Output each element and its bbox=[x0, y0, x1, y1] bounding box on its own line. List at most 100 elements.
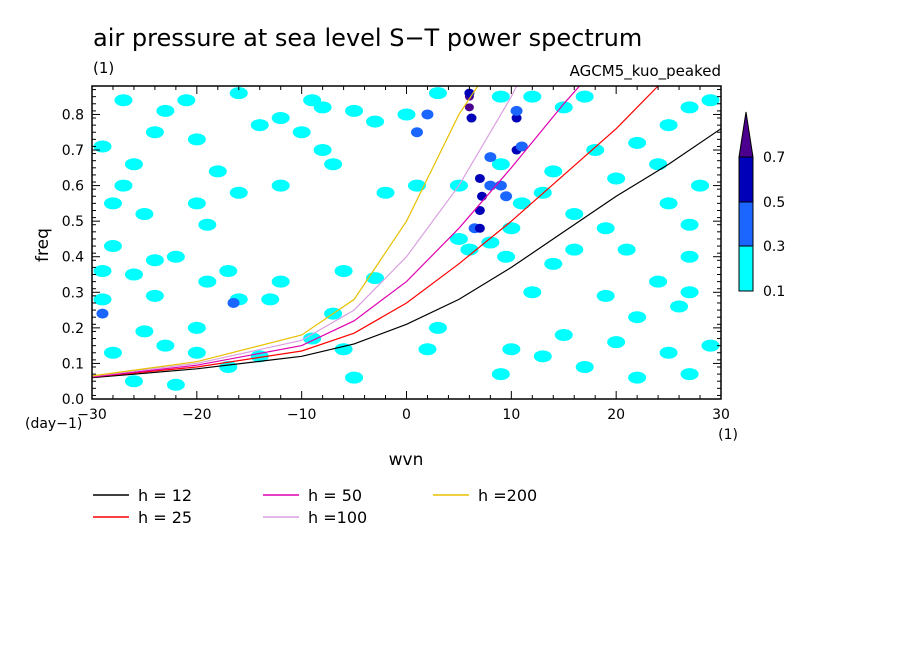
model-label: AGCM5_kuo_peaked bbox=[570, 62, 721, 81]
contour-blob bbox=[96, 308, 109, 319]
x-tick-label: −30 bbox=[77, 407, 107, 423]
contour-blob bbox=[114, 179, 133, 192]
contour-blob bbox=[145, 254, 164, 267]
contour-blob bbox=[500, 191, 513, 202]
y-tick-label: 0.7 bbox=[62, 143, 84, 159]
y-unit-label: (day−1) bbox=[25, 416, 82, 432]
contour-blob bbox=[229, 186, 248, 199]
contour-blob bbox=[533, 350, 552, 363]
series-line bbox=[92, 128, 721, 379]
colorbar-arrow bbox=[738, 111, 754, 158]
contour-blob bbox=[628, 311, 647, 324]
x-tick-label: 20 bbox=[607, 407, 625, 423]
contour-blob bbox=[491, 368, 510, 381]
series-line bbox=[92, 86, 580, 378]
contour-blob bbox=[691, 179, 710, 192]
contour-blob bbox=[607, 172, 626, 185]
contour-blob bbox=[554, 328, 573, 341]
contour-blob bbox=[449, 232, 468, 245]
contour-blob bbox=[474, 173, 485, 183]
contour-blob bbox=[187, 346, 206, 359]
contour-blob bbox=[484, 180, 497, 191]
series-line bbox=[92, 86, 518, 377]
contour-blob bbox=[334, 343, 353, 356]
series-layer bbox=[92, 86, 721, 379]
x-tick-label: 30 bbox=[712, 407, 730, 423]
contour-blob bbox=[271, 275, 290, 288]
contour-blob bbox=[617, 243, 636, 256]
x-axis-label: wvn bbox=[389, 450, 424, 470]
contour-blob bbox=[628, 371, 647, 384]
contour-blob bbox=[544, 165, 563, 178]
y-tick-label: 0.0 bbox=[62, 392, 84, 408]
contour-blob bbox=[208, 165, 227, 178]
y-tick-label: 0.3 bbox=[62, 285, 84, 301]
contour-blob bbox=[166, 250, 185, 263]
contour-blob bbox=[491, 158, 510, 171]
x-tick-label: −10 bbox=[287, 407, 317, 423]
contour-blob bbox=[428, 87, 447, 100]
contour-blob bbox=[680, 250, 699, 263]
legend-label: h =100 bbox=[308, 508, 367, 527]
contour-blob bbox=[554, 101, 573, 114]
contour-blob bbox=[313, 101, 332, 114]
contour-blob bbox=[596, 222, 615, 235]
contour-blob bbox=[334, 264, 353, 277]
contour-blob bbox=[410, 127, 423, 138]
contour-blob bbox=[227, 297, 240, 308]
contour-blob bbox=[512, 197, 531, 210]
contour-blob bbox=[93, 264, 112, 277]
contour-blob bbox=[145, 289, 164, 302]
contour-blob bbox=[523, 90, 542, 103]
contour-blob bbox=[649, 275, 668, 288]
x-unit-label: (1) bbox=[718, 427, 738, 443]
series-line bbox=[92, 86, 659, 378]
y-axis: 0.0 0.1 0.2 0.3 0.4 0.5 0.6 0.7 0.8 bbox=[62, 89, 721, 408]
x-tick-label: −20 bbox=[182, 407, 212, 423]
contour-blob bbox=[93, 293, 112, 306]
y-axis-label: freq bbox=[33, 228, 53, 262]
contour-blob bbox=[607, 336, 626, 349]
legend-label: h = 50 bbox=[308, 486, 362, 505]
contour-blob bbox=[407, 179, 426, 192]
contour-blob bbox=[271, 179, 290, 192]
contour-blob bbox=[596, 289, 615, 302]
contour-blob bbox=[103, 346, 122, 359]
contour-blob bbox=[481, 236, 500, 249]
colorbar-label: 0.5 bbox=[763, 195, 785, 211]
series-line bbox=[92, 86, 479, 377]
contour-blob bbox=[156, 104, 175, 117]
contour-blob bbox=[229, 87, 248, 100]
contour-blob bbox=[271, 112, 290, 125]
contour-blob bbox=[659, 119, 678, 132]
colorbar-label: 0.3 bbox=[763, 239, 785, 255]
contour-blob bbox=[491, 90, 510, 103]
legend-label: h = 25 bbox=[138, 508, 192, 527]
contour-blob bbox=[544, 257, 563, 270]
y-tick-label: 0.2 bbox=[62, 321, 84, 337]
legend: h = 12 h = 25 h = 50 h =100 h =200 bbox=[93, 486, 537, 527]
contour-blob bbox=[484, 152, 497, 163]
colorbar-segment bbox=[738, 245, 754, 292]
contour-blob bbox=[303, 332, 322, 345]
contour-blob bbox=[93, 140, 112, 153]
contour-blob bbox=[124, 268, 143, 281]
contour-blob bbox=[345, 371, 364, 384]
contour-blob bbox=[156, 339, 175, 352]
contour-blob bbox=[187, 197, 206, 210]
y-tick-label: 0.6 bbox=[62, 179, 84, 195]
chart-title: air pressure at sea level S−T power spec… bbox=[93, 24, 642, 52]
contour-blob bbox=[187, 321, 206, 334]
colorbar: 0.1 0.3 0.5 0.7 bbox=[738, 111, 785, 300]
contour-blob bbox=[510, 105, 523, 116]
contour-blob bbox=[523, 286, 542, 299]
contour-blob bbox=[114, 94, 133, 107]
contour-blob bbox=[418, 343, 437, 356]
x-tick-label: 10 bbox=[502, 407, 520, 423]
y-tick-label: 0.1 bbox=[62, 356, 84, 372]
contour-blob bbox=[397, 108, 416, 121]
legend-label: h = 12 bbox=[138, 486, 192, 505]
contour-blob bbox=[313, 144, 332, 157]
contour-blob bbox=[250, 350, 269, 363]
